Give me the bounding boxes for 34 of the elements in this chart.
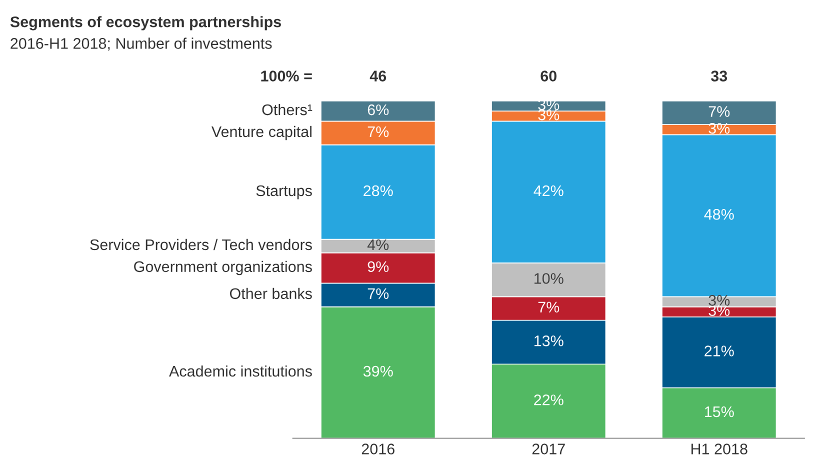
data-label: 7% [538,302,560,312]
series-label: Academic institutions [169,365,312,377]
x-tick-label: H1 2018 [692,444,748,454]
data-label: 39% [363,366,393,377]
text: 2016-H1 2018; Number of investments [10,38,272,51]
series-label: Startups [256,185,312,200]
series-label: Other banks [230,288,312,300]
data-label: 3% [708,294,730,306]
text: 60 [540,70,556,82]
data-label: 7% [708,106,730,117]
data-label: 10% [534,273,564,284]
x-tick-label: 2017 [532,444,565,454]
data-label: 4% [367,239,389,250]
x-tick-label: 2016 [362,444,394,454]
series-label: Others¹ [262,104,312,116]
data-label: 13% [534,335,564,346]
data-label: 6% [368,104,389,116]
series-label: Service Providers / Tech vendors [90,238,312,250]
data-label: 15% [705,406,734,418]
series-label: Government organizations [134,260,312,276]
text: 46 [370,70,386,82]
data-label: 9% [368,261,389,272]
data-label: 3% [708,122,730,134]
text: 100% = [261,70,312,82]
data-label: 48% [704,208,734,220]
data-label: 22% [534,394,564,406]
data-label: 42% [534,185,564,196]
series-label: Venture capital [211,126,312,140]
text: 33 [710,70,728,82]
text: Segments of ecosystem partnerships [10,16,281,30]
data-label: 28% [364,185,393,196]
data-label: 7% [368,288,389,300]
data-label: 7% [368,126,389,138]
data-label: 21% [704,346,734,356]
